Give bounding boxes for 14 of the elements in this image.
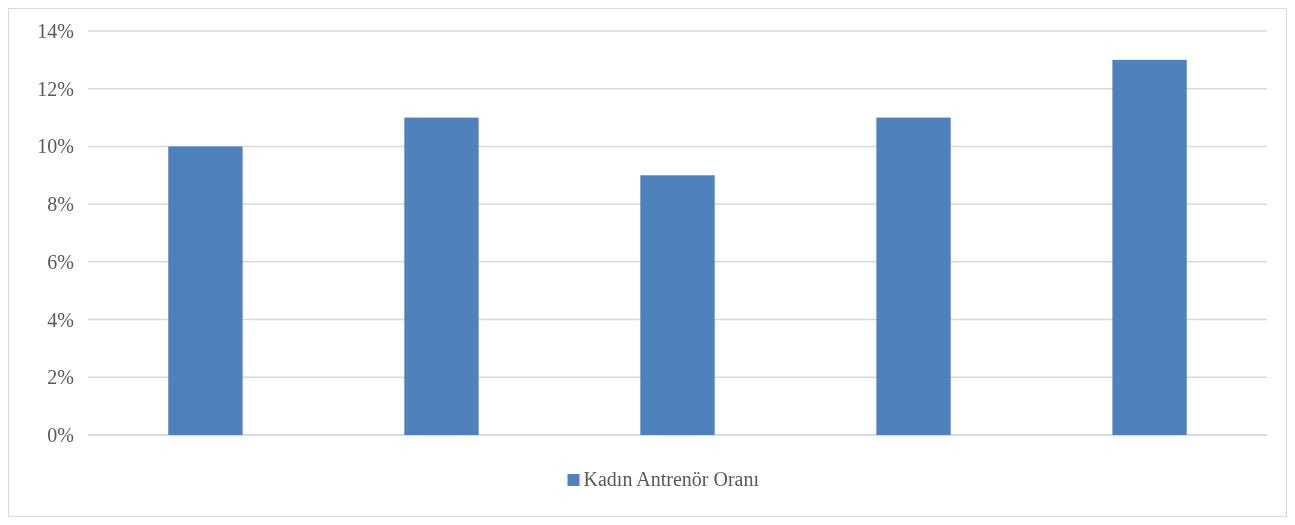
bar xyxy=(640,175,715,435)
y-tick-label: 8% xyxy=(47,193,74,216)
y-tick-label: 4% xyxy=(47,308,74,331)
y-tick-label: 10% xyxy=(37,135,74,158)
legend-label: Kadın Antrenör Oranı xyxy=(583,468,760,490)
bar xyxy=(168,146,243,435)
bar xyxy=(876,117,951,435)
y-tick-label: 6% xyxy=(47,250,74,273)
bar xyxy=(1112,59,1187,435)
y-tick-label: 12% xyxy=(37,77,74,100)
bar xyxy=(404,117,479,435)
y-tick-label: 2% xyxy=(47,366,74,389)
y-tick-label: 14% xyxy=(37,20,74,42)
y-tick-label: 0% xyxy=(47,424,74,446)
